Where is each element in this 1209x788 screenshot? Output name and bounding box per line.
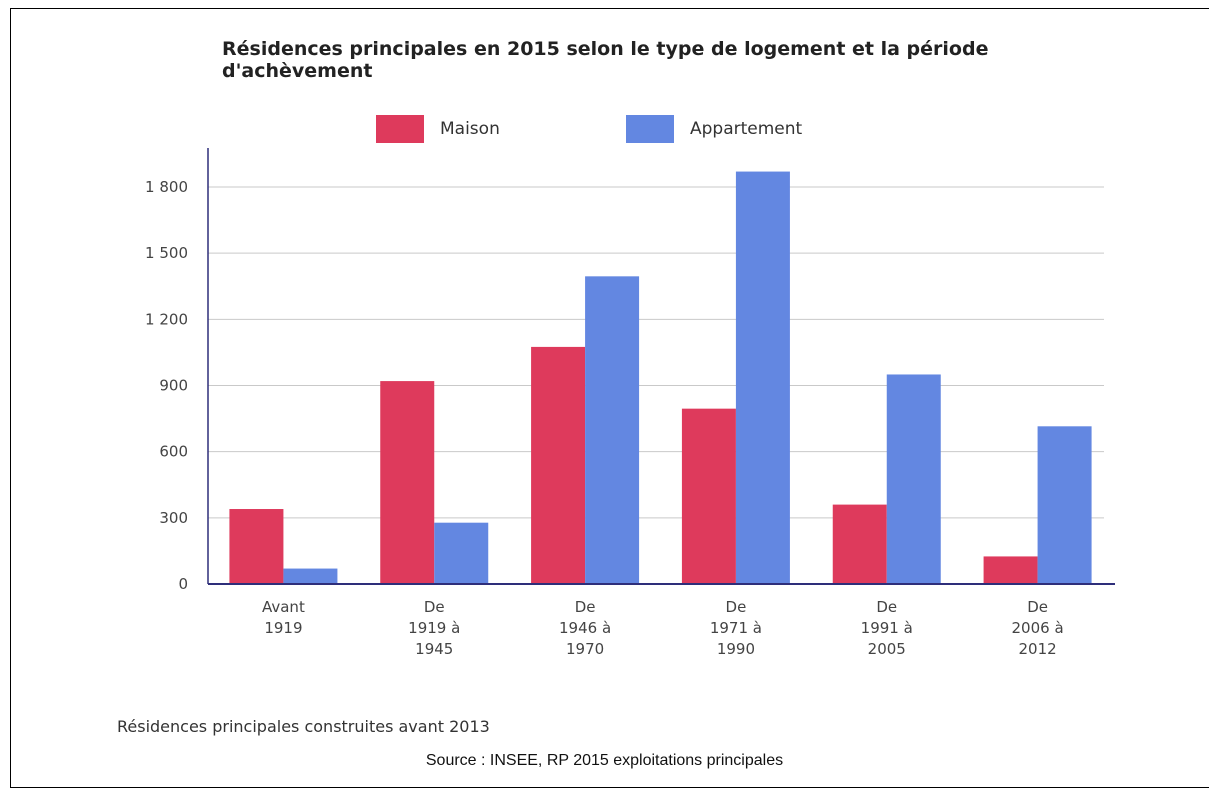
bar-appartement-4 <box>886 374 941 584</box>
legend-label-appartement: Appartement <box>690 119 803 139</box>
y-tick-label: 300 <box>159 509 188 527</box>
legend-swatch-maison <box>376 115 424 143</box>
footnote: Résidences principales construites avant… <box>117 717 490 736</box>
bar-appartement-2 <box>585 276 640 584</box>
legend-item-maison: Maison <box>376 115 500 143</box>
chart-title: Résidences principales en 2015 selon le … <box>222 38 989 82</box>
bar-maison-1 <box>380 381 435 584</box>
y-tick-label: 600 <box>159 443 188 461</box>
bar-appartement-3 <box>735 171 790 585</box>
y-tick-label: 1 200 <box>145 310 188 328</box>
bar-chart: 0 300 600 900 1 200 1 500 1 800 Avant 1919 De 1919… <box>145 148 1115 658</box>
legend: Maison Appartement <box>0 115 1209 145</box>
bar-maison-0 <box>229 509 284 584</box>
x-tick-label: De 1946 à 1970 <box>559 598 611 658</box>
x-tick-label: De 2006 à 2012 <box>1012 598 1064 658</box>
y-tick-label: 0 <box>178 575 188 593</box>
y-tick-label: 1 500 <box>145 244 188 262</box>
x-tick-label: De 1971 à 1990 <box>710 598 762 658</box>
bar-appartement-0 <box>283 568 338 584</box>
legend-swatch-appartement <box>626 115 674 143</box>
source-note: Source : INSEE, RP 2015 exploitations pr… <box>425 752 784 769</box>
bar-maison-5 <box>983 556 1038 584</box>
legend-item-appartement: Appartement <box>626 115 802 143</box>
x-tick-label: Avant 1919 <box>262 598 305 637</box>
y-tick-label: 900 <box>159 377 188 395</box>
bar-maison-3 <box>681 408 736 584</box>
y-tick-label: 1 800 <box>145 178 188 196</box>
bar-appartement-1 <box>434 522 489 584</box>
bar-maison-4 <box>832 504 887 584</box>
x-tick-label: De 1991 à 2005 <box>861 598 913 658</box>
bar-maison-2 <box>531 346 586 584</box>
x-tick-label: De 1919 à 1945 <box>408 598 460 658</box>
bar-appartement-5 <box>1037 426 1092 584</box>
legend-label-maison: Maison <box>440 119 500 139</box>
